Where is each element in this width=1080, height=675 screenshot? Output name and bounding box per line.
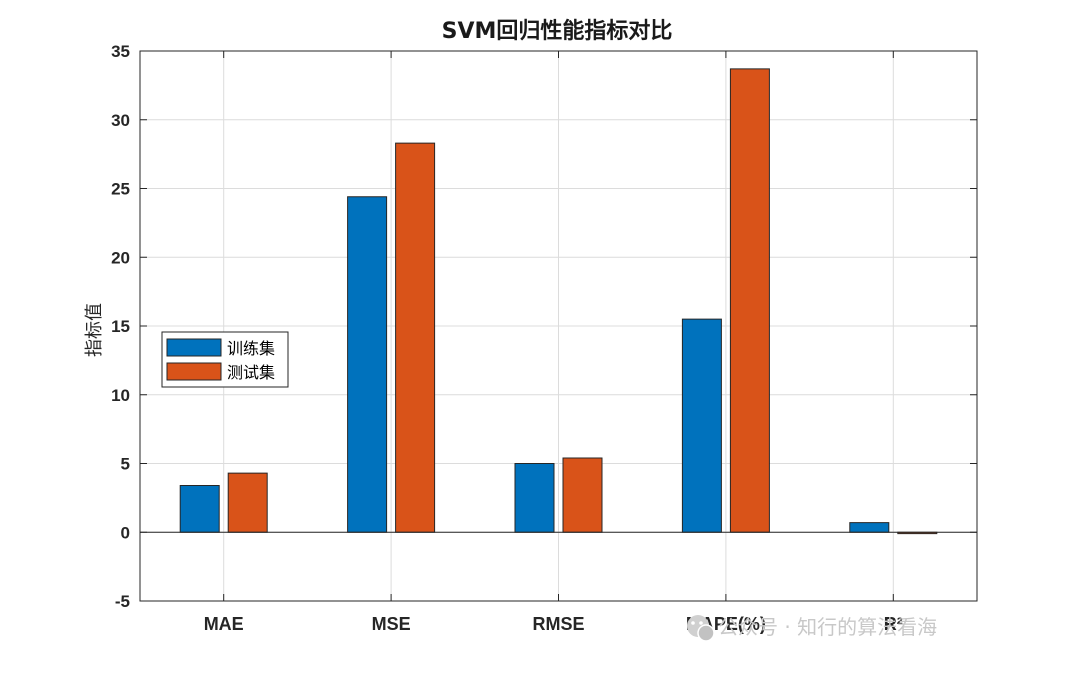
bar-test-1 [395,142,436,533]
legend-swatch-train [166,338,222,357]
bar-train-1 [347,196,388,533]
x-category-label: RMSE [532,614,584,634]
y-tick-label: -5 [115,592,130,611]
bar-train-2 [514,463,555,533]
legend-label-test: 测试集 [227,363,275,382]
chart-title: SVM回归性能指标对比 [442,18,673,44]
y-tick-label: 15 [111,317,130,336]
bars [179,68,938,535]
legend-swatch-test [166,362,222,381]
bar-test-3 [729,68,770,533]
bar-test-0 [227,472,268,533]
y-tick-label: 10 [111,386,130,405]
legend: 训练集 测试集 [161,331,289,388]
watermark: 公众号 · 知行的算法看海 [687,615,937,642]
watermark-text: 公众号 · 知行的算法看海 [718,615,937,639]
y-axis-label: 指标值 [84,303,105,357]
bar-train-4 [849,522,890,533]
wechat-icon [687,615,715,642]
bar-train-0 [179,485,220,533]
x-category-label: R² [884,614,903,634]
gridlines [140,51,977,601]
bar-train-3 [681,318,722,533]
y-tick-label: 30 [111,111,130,130]
y-tick-label: 5 [121,455,130,474]
y-tick-label: 20 [111,248,130,267]
y-tick-label: 0 [121,523,130,542]
y-axis-ticks: -5 0 5 10 15 20 25 30 35 [111,42,977,611]
y-tick-label: 35 [111,42,130,61]
x-category-label: MAE [204,614,244,634]
y-tick-label: 25 [111,180,130,199]
bar-test-2 [562,457,603,533]
x-category-label: MSE [372,614,411,634]
legend-label-train: 训练集 [227,339,275,358]
